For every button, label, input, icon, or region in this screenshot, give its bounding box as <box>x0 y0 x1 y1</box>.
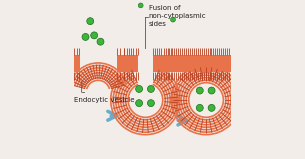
Text: Fusion of
non-cytoplasmic
sides: Fusion of non-cytoplasmic sides <box>149 5 206 27</box>
Circle shape <box>91 32 98 39</box>
Bar <box>124 55 138 72</box>
Circle shape <box>208 104 215 111</box>
Circle shape <box>196 87 203 94</box>
Circle shape <box>170 17 175 22</box>
Circle shape <box>196 90 216 110</box>
Bar <box>152 55 168 72</box>
Bar <box>74 55 80 72</box>
Circle shape <box>147 100 154 107</box>
Circle shape <box>196 104 203 111</box>
Bar <box>168 55 231 72</box>
Circle shape <box>208 87 215 94</box>
Circle shape <box>136 100 142 107</box>
Circle shape <box>136 86 142 92</box>
Text: Endocytic vesicle: Endocytic vesicle <box>74 97 135 103</box>
Circle shape <box>82 34 89 40</box>
Circle shape <box>147 86 154 92</box>
Circle shape <box>97 38 104 45</box>
Circle shape <box>138 3 143 8</box>
Bar <box>117 55 124 72</box>
Circle shape <box>87 18 94 25</box>
